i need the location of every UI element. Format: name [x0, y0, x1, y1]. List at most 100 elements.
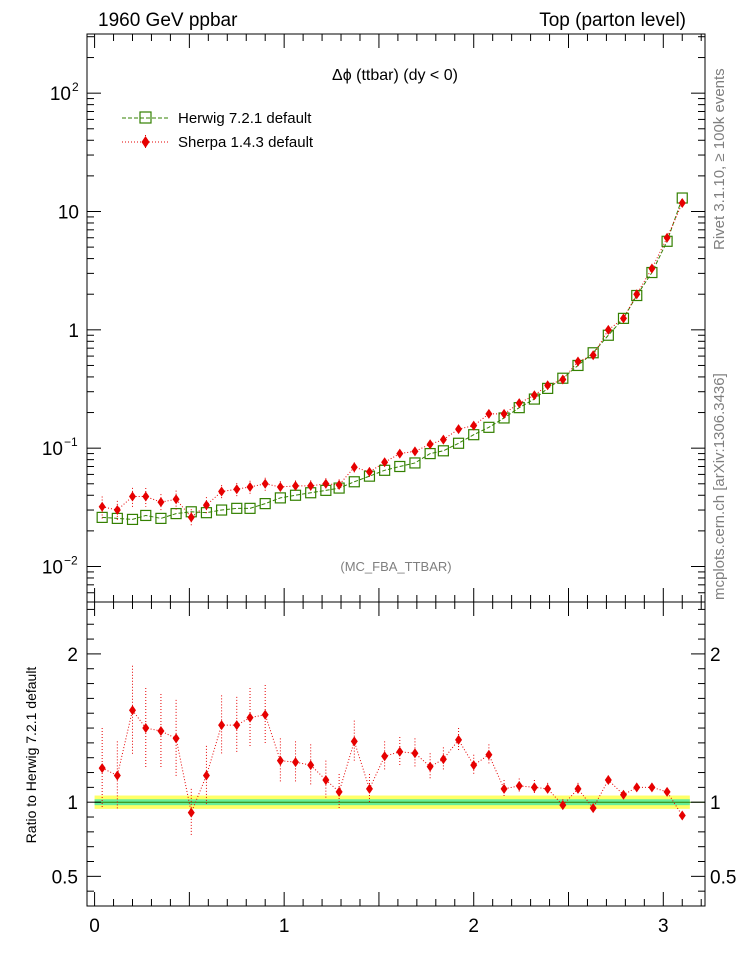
sherpa-ratio-point [350, 736, 358, 747]
sherpa-point [678, 197, 686, 208]
sherpa-ratio-point [98, 763, 106, 774]
legend-herwig-marker [139, 111, 152, 124]
herwig-point [231, 502, 243, 514]
sherpa-ratio-point [307, 760, 315, 771]
herwig-point [259, 498, 271, 510]
sherpa-ratio-point [439, 754, 447, 765]
sherpa-point [619, 313, 627, 324]
sherpa-ratio-point [335, 786, 343, 797]
sherpa-ratio-point [128, 705, 136, 716]
sherpa-point [604, 324, 612, 335]
herwig-point [155, 512, 167, 524]
sherpa-point [426, 439, 434, 450]
sherpa-ratio-point [604, 774, 612, 785]
sherpa-point [292, 480, 300, 491]
sherpa-ratio-point [365, 783, 373, 794]
ratio-y-axis-label: Ratio to Herwig 7.2.1 default [23, 667, 39, 844]
sherpa-point [276, 481, 284, 492]
ratio-panel-frame [86, 601, 706, 907]
herwig-point [289, 489, 302, 501]
sherpa-ratio-point [678, 810, 686, 821]
herwig-point [437, 445, 449, 457]
herwig-point [274, 492, 286, 504]
sherpa-ratio-point [500, 783, 508, 794]
y-tick-label: 10 [42, 558, 63, 579]
herwig-point [348, 476, 360, 488]
sherpa-ratio-point [515, 780, 523, 791]
header-right-label: Top (parton level) [539, 10, 686, 31]
sherpa-point [335, 479, 343, 490]
sherpa-point [365, 466, 373, 477]
y-tick-label: 10 [50, 84, 71, 105]
sherpa-ratio-point [157, 726, 165, 737]
herwig-point [215, 504, 228, 516]
sherpa-point [218, 486, 226, 497]
herwig-point [409, 457, 421, 469]
sherpa-point [648, 263, 656, 274]
sherpa-point [322, 478, 330, 489]
plot-title: Δϕ (ttbar) (dy < 0) [332, 67, 458, 84]
sherpa-ratio-point [633, 782, 641, 793]
ratio-y-tick-label: 2 [67, 645, 78, 666]
sherpa-ratio-point [648, 782, 656, 793]
sherpa-ratio-point [187, 807, 195, 818]
sherpa-ratio-point [470, 760, 478, 771]
sherpa-point [544, 380, 552, 391]
sherpa-point [485, 408, 493, 419]
sherpa-ratio-point [396, 746, 404, 757]
sherpa-point [202, 500, 210, 511]
sherpa-point [307, 480, 315, 491]
sherpa-point [128, 491, 136, 502]
ratio-y-tick-label-right: 2 [710, 645, 721, 666]
sherpa-ratio-point [663, 786, 671, 797]
sherpa-ratio-point [544, 783, 552, 794]
legend-herwig-label: Herwig 7.2.1 default [178, 110, 312, 127]
sherpa-point [113, 505, 121, 516]
sherpa-point [172, 494, 180, 505]
sherpa-ratio-point [246, 712, 254, 723]
sherpa-ratio-point [292, 757, 300, 768]
herwig-point [126, 513, 139, 526]
ratio-panel: 0.5 0.5 1 1 2 2 0 1 2 3 Ratio to Herwig 7.2.1 def… [23, 601, 736, 937]
sherpa-point [574, 356, 582, 367]
header-left-label: 1960 GeV ppbar [98, 10, 238, 31]
sherpa-point [663, 232, 671, 243]
y-tick-label: 1 [68, 321, 79, 342]
sherpa-series-line [102, 202, 683, 519]
sherpa-point [530, 390, 538, 401]
herwig-point [244, 502, 256, 514]
ratio-y-tick-label: 1 [67, 793, 78, 814]
sherpa-point [98, 501, 106, 512]
herwig-point [394, 460, 406, 473]
legend-entry-herwig: Herwig 7.2.1 default [122, 110, 312, 127]
sherpa-point [187, 512, 195, 523]
sherpa-ratio-point [142, 723, 150, 734]
sherpa-point [142, 491, 150, 502]
legend: Herwig 7.2.1 default Sherpa 1.4.3 defaul… [122, 110, 314, 151]
herwig-series-line [102, 197, 683, 520]
sherpa-point [233, 484, 241, 495]
herwig-point [170, 507, 182, 520]
y-tick-label-exponent: 2 [72, 80, 79, 94]
sherpa-ratio-point [589, 803, 597, 814]
sherpa-point [381, 457, 389, 468]
ratio-y-tick-label-right: 1 [710, 793, 721, 814]
sherpa-ratio-point [619, 789, 627, 800]
herwig-point [140, 509, 152, 522]
legend-entry-sherpa: Sherpa 1.4.3 default [122, 134, 314, 151]
sherpa-ratio-point [172, 733, 180, 744]
ratio-y-tick-label-right: 0.5 [710, 867, 736, 888]
sherpa-ratio-point [113, 770, 121, 781]
rivet-version-label: Rivet 3.1.10, ≥ 100k events [711, 68, 728, 250]
ratio-y-tick-label: 0.5 [52, 867, 78, 888]
sherpa-ratio-point [485, 749, 493, 760]
sherpa-point [559, 374, 567, 385]
y-tick-label-exponent: −1 [64, 435, 78, 449]
sherpa-ratio-point [559, 800, 567, 811]
legend-sherpa-label: Sherpa 1.4.3 default [178, 134, 314, 151]
herwig-point [483, 421, 495, 433]
sherpa-point [515, 398, 523, 409]
mcplots-label: mcplots.cern.ch [arXiv:1306.3436] [711, 373, 728, 600]
